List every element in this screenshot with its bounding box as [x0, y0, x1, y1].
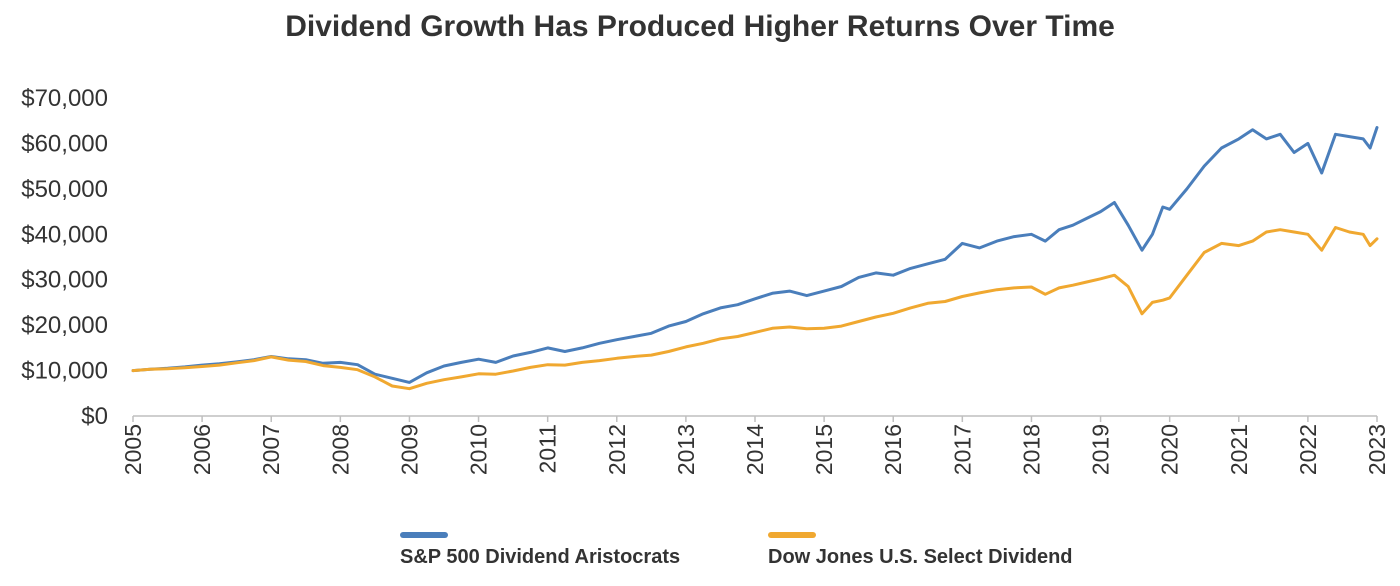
x-tick-label: 2017	[949, 424, 975, 475]
x-tick-label: 2018	[1018, 424, 1044, 475]
chart-title: Dividend Growth Has Produced Higher Retu…	[285, 10, 1115, 43]
legend-item-aristocrats: S&P 500 Dividend Aristocrats	[400, 532, 680, 569]
x-tick-label: 2023	[1364, 424, 1390, 475]
x-tick-label: 2013	[673, 424, 699, 475]
y-tick-label: $30,000	[21, 267, 108, 294]
y-axis-labels: $0 $10,000 $20,000 $30,000 $40,000 $50,000 $60…	[21, 85, 108, 430]
legend-swatch-aristocrats	[400, 532, 448, 538]
legend-swatch-select-dividend	[768, 532, 816, 538]
y-tick-label: $70,000	[21, 85, 108, 112]
y-tick-label: $10,000	[21, 358, 108, 385]
x-tick-label: 2021	[1226, 424, 1252, 475]
y-tick-label: $20,000	[21, 312, 108, 339]
y-tick-label: $50,000	[21, 176, 108, 203]
x-tick-label: 2015	[811, 424, 837, 475]
legend-label-aristocrats: S&P 500 Dividend Aristocrats	[400, 546, 681, 568]
x-tick-label: 2007	[258, 424, 284, 475]
x-tick-label: 2012	[604, 424, 630, 475]
legend-label-select-dividend: Dow Jones U.S. Select Dividend	[768, 546, 1073, 568]
series-line-1	[131, 226, 1379, 391]
series-lines	[131, 126, 1379, 391]
x-tick-label: 2010	[466, 424, 492, 475]
x-tick-label: 2006	[189, 424, 215, 475]
y-tick-label: $0	[81, 403, 108, 430]
legend-item-select-dividend: Dow Jones U.S. Select Dividend	[768, 532, 1073, 569]
x-tick-label: 2014	[742, 424, 768, 475]
x-tick-label: 2008	[327, 424, 353, 475]
x-tick-label: 2016	[880, 424, 906, 475]
y-tick-label: $40,000	[21, 221, 108, 248]
y-tick-label: $60,000	[21, 130, 108, 157]
x-tick-label: 2005	[120, 424, 146, 475]
legend: S&P 500 Dividend Aristocrats Dow Jones U…	[0, 532, 1400, 582]
x-tick-label: 2020	[1157, 424, 1183, 475]
x-tick-label: 2022	[1295, 424, 1321, 475]
x-axis: 2005 2006 2007 2008 2009 2010 2011 2012 2013 2014…	[120, 415, 1390, 475]
x-tick-label: 2011	[535, 424, 561, 473]
x-tick-label: 2019	[1088, 424, 1114, 475]
series-line-0	[131, 126, 1379, 384]
x-tick-label: 2009	[396, 424, 422, 475]
